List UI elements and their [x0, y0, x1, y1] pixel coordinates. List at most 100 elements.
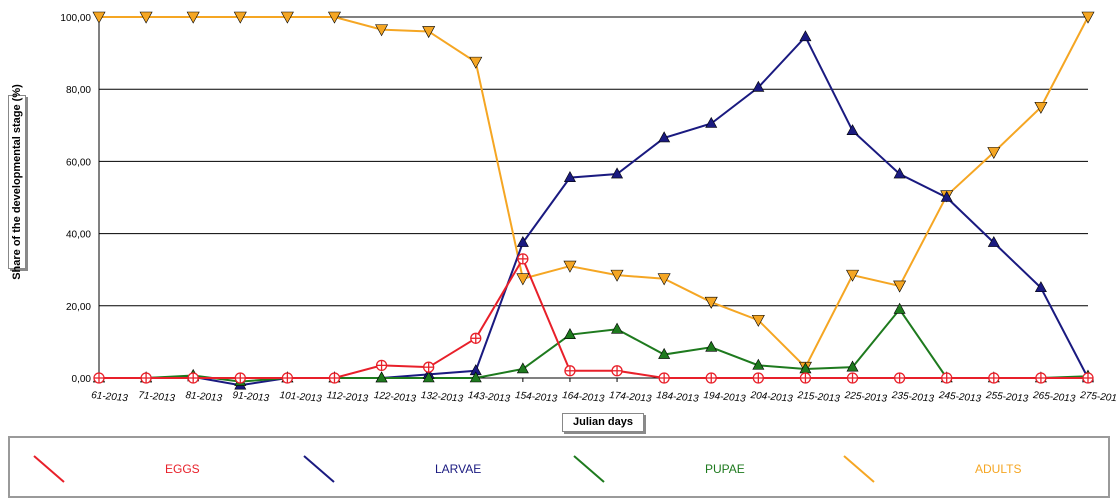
data-point-eggs [564, 365, 576, 377]
data-point-adults [704, 296, 718, 309]
data-point-eggs [328, 372, 341, 384]
series-line-eggs [99, 256, 1088, 379]
x-tick-label: 215-2013 [796, 390, 840, 405]
data-point-eggs [281, 372, 294, 384]
data-point-eggs [846, 372, 859, 384]
y-tick-label: 80,00 [66, 85, 91, 96]
y-axis-ticks: 0,00 20,00 40,00 60,00 80,00 100,00 [60, 13, 91, 385]
data-point-eggs [752, 372, 764, 384]
data-point-eggs [93, 372, 105, 384]
data-point-pupae [658, 347, 671, 359]
data-point-adults [92, 11, 106, 24]
x-tick-label: 265-2013 [1032, 390, 1076, 405]
series-line-larvae [99, 35, 1089, 387]
data-point-eggs [140, 372, 152, 384]
y-axis-label: Share of the developmental stage (%) [11, 84, 24, 280]
x-tick-label: 184-2013 [656, 390, 699, 405]
y-tick-label: 100,00 [60, 13, 91, 24]
data-point-adults [657, 273, 671, 286]
data-point-eggs [375, 359, 388, 372]
data-point-pupae [516, 362, 529, 374]
y-axis-label-box: Share of the developmental stage (%) [8, 84, 26, 280]
legend-item-pupae: PUPAE [550, 438, 820, 496]
line-chart: 0,00 20,00 40,00 60,00 80,00 100,00 61-2013 71… [60, 11, 1117, 405]
data-point-larvae [658, 131, 671, 143]
legend-label-pupae: PUPAE [705, 462, 745, 476]
data-point-eggs [423, 361, 435, 373]
x-tick-label: 122-2013 [373, 390, 416, 405]
data-point-adults [987, 147, 1001, 160]
legend-item-larvae: LARVAE [280, 438, 550, 496]
data-point-eggs [705, 372, 717, 384]
data-point-larvae [705, 116, 718, 128]
data-point-adults [846, 269, 860, 282]
data-point-pupae [469, 371, 482, 383]
legend-line-eggs [33, 455, 65, 483]
y-tick-label: 40,00 [66, 230, 91, 241]
data-point-pupae [846, 360, 859, 372]
data-point-adults [233, 11, 247, 24]
data-point-eggs [611, 365, 623, 377]
x-tick-label: 275-2013 [1079, 390, 1117, 405]
data-point-larvae [799, 30, 812, 42]
data-point-larvae [1034, 281, 1047, 293]
x-tick-label: 71-2013 [138, 390, 176, 404]
x-tick-label: 255-2013 [985, 390, 1029, 405]
x-tick-label: 154-2013 [515, 390, 558, 405]
series-line-adults [99, 16, 1089, 369]
data-point-larvae [940, 190, 953, 202]
data-point-pupae [563, 328, 576, 339]
data-point-eggs [799, 372, 812, 384]
legend-item-eggs: EGGS [10, 438, 280, 496]
data-point-adults [186, 11, 200, 24]
x-tick-label: 143-2013 [468, 390, 511, 405]
data-point-eggs [988, 372, 1000, 384]
data-point-eggs [517, 253, 529, 265]
data-point-adults [375, 24, 389, 37]
data-point-larvae [752, 80, 765, 92]
data-point-larvae [846, 124, 859, 136]
x-tick-label: 101-2013 [279, 390, 322, 405]
data-point-larvae [611, 167, 624, 179]
x-tick-label: 245-2013 [937, 390, 981, 405]
data-point-eggs [658, 372, 670, 384]
legend-label-adults: ADULTS [975, 462, 1022, 476]
data-point-pupae [705, 340, 718, 352]
legend-item-adults: ADULTS [820, 438, 1090, 496]
data-point-larvae [516, 236, 529, 247]
data-point-eggs [470, 332, 482, 344]
legend-line-larvae [303, 455, 335, 483]
y-tick-label: 0,00 [72, 374, 92, 385]
data-point-adults [1081, 11, 1095, 24]
data-point-pupae [752, 358, 765, 370]
data-point-adults [469, 56, 483, 69]
data-point-larvae [563, 171, 576, 182]
data-point-adults [327, 11, 341, 24]
data-point-adults [563, 260, 577, 273]
data-point-adults [516, 273, 530, 286]
x-tick-label: 194-2013 [703, 390, 746, 405]
x-tick-label: 225-2013 [843, 390, 887, 405]
data-point-adults [280, 11, 294, 24]
data-point-adults [610, 269, 624, 282]
x-axis-ticks: 61-2013 71-2013 81-2013 91-2013 101-2013 112-… [91, 378, 1117, 405]
data-point-eggs [1035, 372, 1047, 384]
x-tick-label: 81-2013 [185, 390, 223, 404]
x-tick-label: 174-2013 [609, 390, 652, 405]
data-point-pupae [422, 371, 435, 383]
data-point-eggs [234, 372, 246, 384]
data-point-eggs [187, 372, 199, 384]
x-tick-label: 132-2013 [420, 390, 463, 405]
legend-label-eggs: EGGS [165, 462, 200, 476]
data-point-eggs [941, 372, 953, 384]
series-line-pupae [99, 307, 1089, 383]
series-group [92, 11, 1095, 390]
data-point-larvae [987, 236, 1000, 247]
grid-lines [98, 16, 1088, 379]
data-point-eggs [1082, 372, 1094, 384]
legend-line-pupae [573, 455, 605, 483]
x-axis-label: Julian days [562, 413, 644, 432]
data-point-adults [139, 11, 153, 24]
data-point-pupae [375, 371, 388, 383]
legend-line-adults [843, 455, 875, 483]
